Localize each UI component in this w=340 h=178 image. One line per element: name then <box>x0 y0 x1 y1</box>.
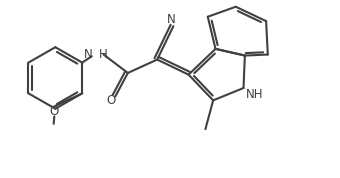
Text: O: O <box>50 104 59 118</box>
Text: N: N <box>167 13 176 26</box>
Text: H: H <box>99 48 107 61</box>
Text: NH: NH <box>245 88 263 101</box>
Text: O: O <box>106 94 116 107</box>
Text: N: N <box>84 48 92 61</box>
